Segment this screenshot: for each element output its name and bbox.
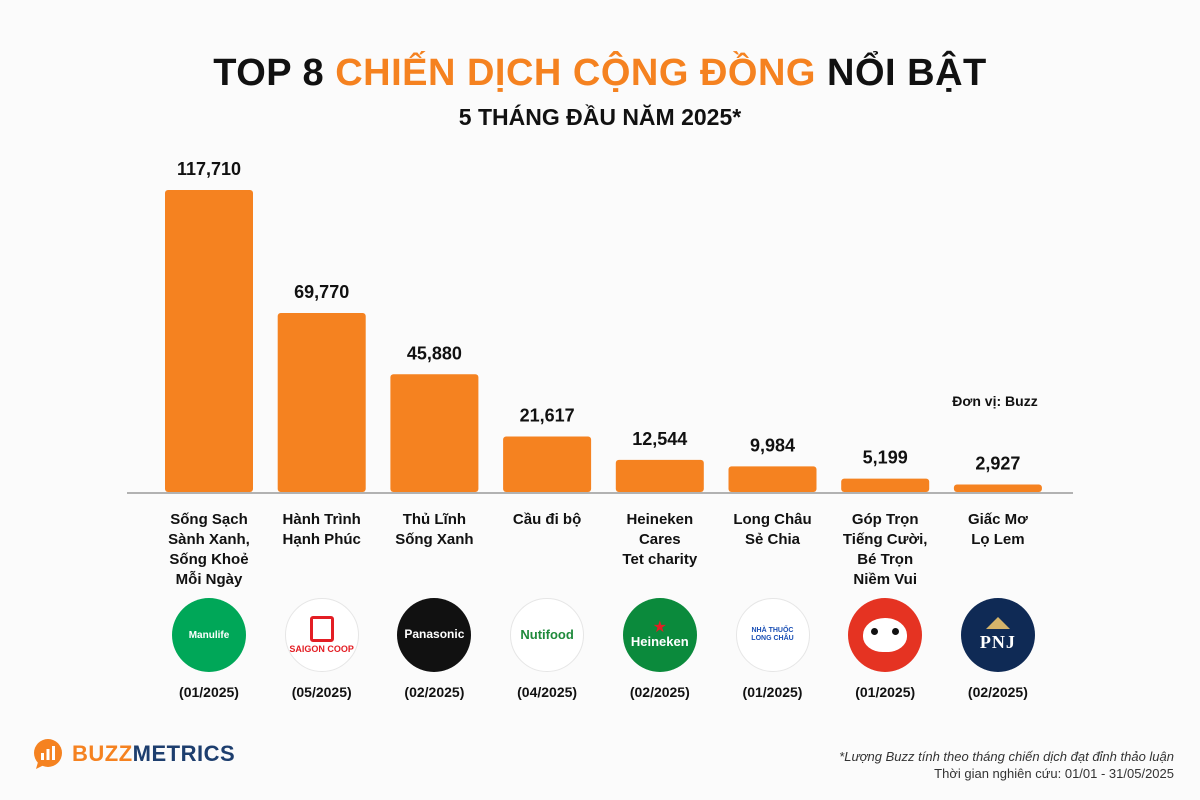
brand-logo-7 xyxy=(848,598,923,672)
cartoon-cow-icon xyxy=(863,618,908,652)
brand-buzz: BUZZ xyxy=(72,741,133,766)
data-label-7: 5,199 xyxy=(863,448,908,468)
data-label-1: 117,710 xyxy=(177,159,241,179)
brand-name-1: Manulife xyxy=(188,629,230,641)
campaign-date-6: (01/2025) xyxy=(742,684,803,700)
page-title: TOP 8 CHIẾN DỊCH CỘNG ĐỒNG NỔI BẬT xyxy=(0,52,1200,95)
footnote: *Lượng Buzz tính theo tháng chiến dịch đ… xyxy=(839,748,1174,782)
saigon-coop-mark-icon xyxy=(309,615,334,642)
brand-logo-5: ★ Heineken xyxy=(622,598,697,672)
bar-5 xyxy=(615,459,704,492)
buzzmetrics-icon xyxy=(34,739,62,769)
brand-logo-8: PNJ xyxy=(960,598,1035,672)
data-label-4: 21,617 xyxy=(520,406,575,426)
category-label-7: Góp Trọn Tiếng Cười, Bé Trọn Niềm Vui xyxy=(842,511,928,588)
bar-3 xyxy=(390,374,479,492)
brand-logo-6: NHÀ THUỐC LONG CHÂU xyxy=(735,598,810,672)
campaign-date-1: (01/2025) xyxy=(179,684,239,700)
data-label-3: 45,880 xyxy=(407,343,462,363)
brand-name-2: SAIGON COOP xyxy=(289,643,354,654)
diamond-icon xyxy=(985,617,1010,630)
category-label-8: Giấc Mơ Lọ Lem xyxy=(967,511,1028,548)
title-prefix: TOP 8 xyxy=(213,52,336,94)
category-label-4: Cầu đi bộ xyxy=(512,511,582,528)
bar-4 xyxy=(503,436,592,492)
brand-name-4: Nutifood xyxy=(520,626,574,642)
bar-1 xyxy=(165,190,253,492)
brand-logo-2: SAIGON COOP xyxy=(284,598,359,672)
footnote-line-2: Thời gian nghiên cứu: 01/01 - 31/05/2025 xyxy=(934,766,1174,781)
title-accent: CHIẾN DỊCH CỘNG ĐỒNG xyxy=(335,52,816,94)
brand-name-8: PNJ xyxy=(979,632,1016,653)
brand-logo-3: Panasonic xyxy=(397,598,472,672)
campaign-date-5: (02/2025) xyxy=(629,684,690,700)
category-label-1: Sống Sạch Sành Xanh, Sống Khoẻ Mỗi Ngày xyxy=(168,511,250,588)
brand-name: BUZZMETRICS xyxy=(72,741,235,767)
brand-metrics: METRICS xyxy=(132,741,236,766)
brand-logo-4: Nutifood xyxy=(510,598,585,672)
footnote-line-1: *Lượng Buzz tính theo tháng chiến dịch đ… xyxy=(839,749,1174,764)
campaign-date-8: (02/2025) xyxy=(967,684,1028,700)
brand-name-3: Panasonic xyxy=(404,627,465,642)
bar-6 xyxy=(728,466,817,492)
bar-7 xyxy=(841,478,930,492)
red-star-icon: ★ xyxy=(652,618,667,636)
title-suffix: NỔI BẬT xyxy=(816,52,987,94)
brand-logo-1: Manulife xyxy=(172,598,246,672)
campaign-date-2: (05/2025) xyxy=(291,684,352,700)
page-subtitle: 5 THÁNG ĐẦU NĂM 2025* xyxy=(458,104,742,130)
category-label-3: Thủ Lĩnh Sống Xanh xyxy=(395,511,474,548)
campaign-date-7: (01/2025) xyxy=(855,684,916,700)
data-label-2: 69,770 xyxy=(294,282,349,302)
bar-2 xyxy=(277,312,366,492)
brand-name-6: NHÀ THUỐC LONG CHÂU xyxy=(751,627,794,642)
brand-name-5: Heineken xyxy=(630,633,689,649)
bar-8 xyxy=(953,484,1042,492)
category-label-5: Heineken Cares Tet charity xyxy=(622,511,698,568)
category-label-6: Long Châu Sẻ Chia xyxy=(733,511,812,548)
campaign-date-3: (02/2025) xyxy=(404,684,465,700)
unit-note: Đơn vị: Buzz xyxy=(952,393,1038,409)
data-label-8: 2,927 xyxy=(975,453,1020,473)
data-label-6: 9,984 xyxy=(750,435,795,455)
campaign-date-4: (04/2025) xyxy=(517,684,578,700)
data-label-5: 12,544 xyxy=(632,429,687,449)
buzzmetrics-logo: BUZZMETRICS xyxy=(32,738,235,770)
category-label-2: Hành Trình Hạnh Phúc xyxy=(282,511,361,548)
